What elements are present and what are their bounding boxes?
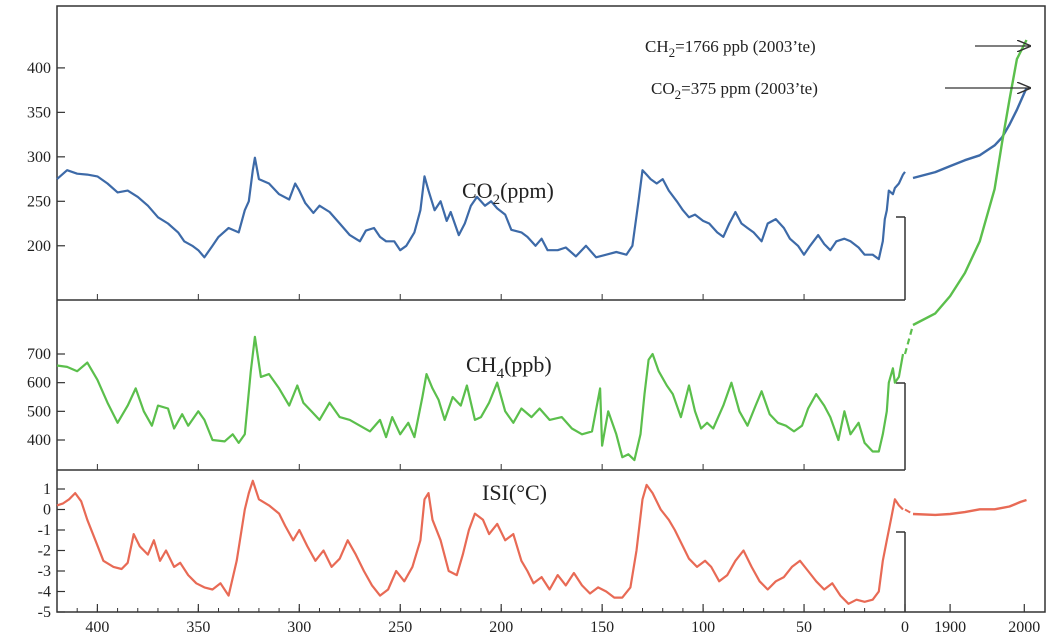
y-tick-label: 500 bbox=[27, 403, 51, 420]
ch4-panel-label: CH4(ppb) bbox=[466, 352, 552, 382]
co2-modern-line bbox=[912, 87, 1028, 180]
annotation-text: CH2=1766 ppb (2003’te) bbox=[645, 37, 816, 60]
y-tick-label: -4 bbox=[38, 584, 51, 601]
ch4-modern-line bbox=[912, 39, 1028, 327]
y-tick-label: 0 bbox=[43, 502, 51, 519]
axis-ticks bbox=[57, 67, 1025, 613]
x-tick-label: 400 bbox=[85, 619, 109, 636]
y-tick-label: 400 bbox=[27, 60, 51, 77]
y-tick-label: -5 bbox=[38, 604, 51, 621]
chart-frame bbox=[56, 5, 1046, 613]
x-tick-label: 350 bbox=[186, 619, 210, 636]
x-tick-label: 0 bbox=[901, 619, 909, 636]
isi-connector-line bbox=[904, 508, 914, 515]
x-tick-label: 2000 bbox=[1008, 619, 1040, 636]
annotation-text: CO2=375 ppm (2003’te) bbox=[651, 79, 818, 102]
y-tick-label: -2 bbox=[38, 543, 51, 560]
labels: 400 350 300 250 200 150 100 50 0 1900 200040035030… bbox=[27, 37, 1040, 636]
x-tick-label: 100 bbox=[691, 619, 715, 636]
co2-ice-core-line bbox=[56, 156, 906, 261]
x-tick-label: 1900 bbox=[934, 619, 966, 636]
isi-modern-line bbox=[912, 498, 1027, 517]
x-tick-label: 250 bbox=[388, 619, 412, 636]
x-tick-label: 200 bbox=[489, 619, 513, 636]
y-tick-label: 300 bbox=[27, 149, 51, 166]
y-tick-label: 1 bbox=[43, 481, 51, 498]
y-tick-label: 200 bbox=[27, 238, 51, 255]
y-tick-label: -1 bbox=[38, 522, 51, 539]
x-tick-label: 300 bbox=[287, 619, 311, 636]
plot-border bbox=[56, 5, 1046, 613]
ch4-connector-line bbox=[903, 324, 915, 355]
x-tick-label: 50 bbox=[796, 619, 812, 636]
y-tick-label: 400 bbox=[27, 432, 51, 449]
y-tick-label: 250 bbox=[27, 193, 51, 210]
ch4-ice-core-line bbox=[56, 335, 905, 462]
y-tick-label: -3 bbox=[38, 563, 51, 580]
y-tick-label: 700 bbox=[27, 346, 51, 363]
y-tick-label: 350 bbox=[27, 104, 51, 121]
data-lines bbox=[56, 39, 1028, 605]
co2-panel-label: CO2(ppm) bbox=[462, 178, 554, 208]
isi-panel-label: ISI(°C) bbox=[482, 480, 547, 505]
isi-ice-core-line bbox=[56, 479, 904, 605]
x-tick-label: 150 bbox=[590, 619, 614, 636]
y-tick-label: 600 bbox=[27, 375, 51, 392]
